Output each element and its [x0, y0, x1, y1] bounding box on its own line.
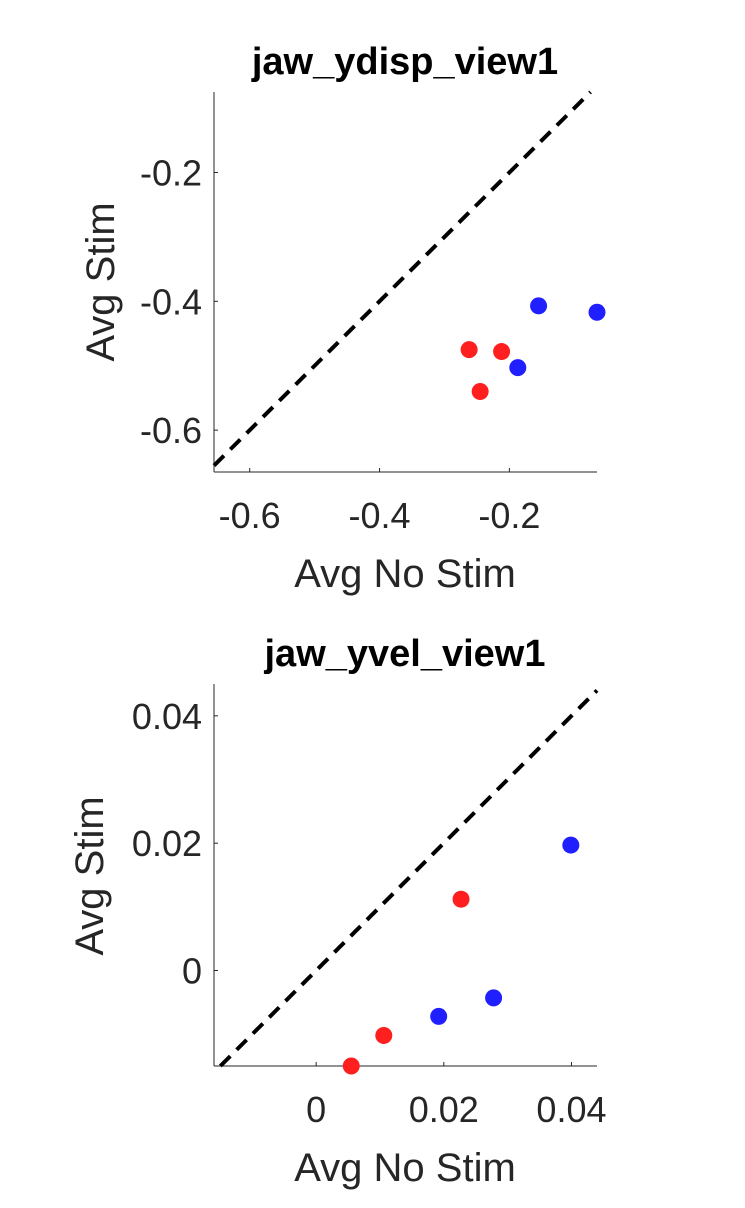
- x-tick-label: -0.2: [478, 495, 540, 536]
- x-tick-label: -0.4: [349, 495, 411, 536]
- data-point: [493, 343, 511, 361]
- y-tick-label: -0.4: [140, 281, 202, 322]
- y-tick-label: -0.6: [140, 410, 202, 451]
- x-axis-label: Avg No Stim: [294, 552, 516, 596]
- x-axis-label: Avg No Stim: [294, 1146, 516, 1190]
- x-tick-label: -0.6: [219, 495, 281, 536]
- data-point: [562, 836, 580, 854]
- data-point: [509, 359, 527, 377]
- scatter-panel-ydisp: jaw_ydisp_view1 -0.6 -0.4 -0.2 -0.6 -0.4 -0.2…: [79, 41, 606, 596]
- data-point: [530, 297, 548, 315]
- y-tick-label: 0.04: [132, 696, 202, 737]
- data-point: [460, 341, 478, 359]
- x-tick-label: 0.02: [409, 1089, 479, 1130]
- chart-title: jaw_yvel_view1: [264, 633, 546, 675]
- data-point: [430, 1007, 448, 1025]
- y-tick-label: 0: [182, 951, 202, 992]
- data-point: [485, 989, 503, 1007]
- y-axis-label: Avg Stim: [68, 796, 112, 955]
- plot-area: -0.6 -0.4 -0.2 -0.6 -0.4 -0.2: [140, 90, 606, 536]
- identity-line: [212, 90, 592, 467]
- y-tick-label: -0.2: [140, 153, 202, 194]
- y-axis-label: Avg Stim: [79, 202, 123, 361]
- data-point: [342, 1057, 360, 1075]
- y-tick-label: 0.02: [132, 823, 202, 864]
- identity-line: [218, 688, 599, 1068]
- chart-title: jaw_ydisp_view1: [251, 41, 558, 83]
- data-point: [588, 303, 606, 321]
- scatter-panel-yvel: jaw_yvel_view1 0 0.02 0.04 0 0.02 0.04 Avg No…: [68, 633, 607, 1190]
- x-tick-label: 0: [306, 1089, 326, 1130]
- x-tick-label: 0.04: [536, 1089, 606, 1130]
- plot-area: 0 0.02 0.04 0 0.02 0.04: [132, 684, 607, 1130]
- data-point: [375, 1026, 393, 1044]
- data-point: [471, 382, 489, 400]
- data-point: [452, 890, 470, 908]
